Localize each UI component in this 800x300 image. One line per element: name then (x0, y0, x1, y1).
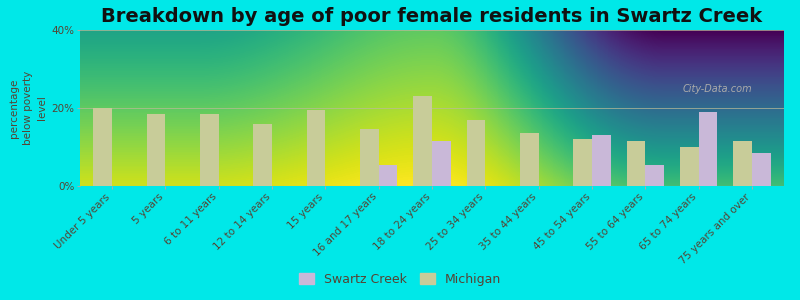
Bar (414, 96, 432, 186)
Bar (200, 114, 218, 186)
Bar (592, 135, 610, 186)
Bar (574, 139, 592, 186)
Bar (734, 141, 752, 186)
Bar (306, 110, 326, 186)
Bar (360, 129, 378, 186)
Title: Breakdown by age of poor female residents in Swartz Creek: Breakdown by age of poor female resident… (102, 7, 762, 26)
Bar (432, 141, 450, 186)
Bar (466, 120, 486, 186)
Y-axis label: percentage
below poverty
level: percentage below poverty level (10, 71, 47, 145)
Bar (680, 147, 698, 186)
Bar (698, 112, 718, 186)
Text: City-Data.com: City-Data.com (682, 84, 752, 94)
Bar (254, 124, 272, 186)
Legend: Swartz Creek, Michigan: Swartz Creek, Michigan (294, 268, 506, 291)
Bar (94, 108, 112, 186)
Bar (626, 141, 646, 186)
Bar (520, 133, 538, 186)
Bar (752, 153, 770, 186)
Bar (378, 164, 398, 186)
Bar (646, 164, 664, 186)
Bar (146, 114, 166, 186)
